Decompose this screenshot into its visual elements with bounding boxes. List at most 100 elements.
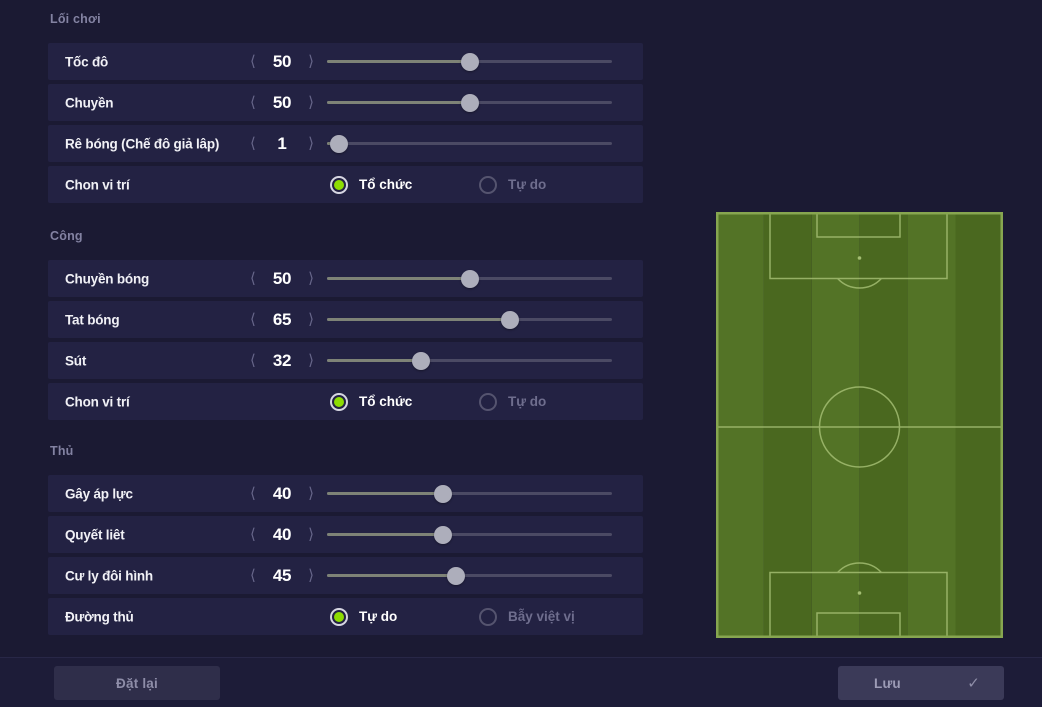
value-stepper: ⟨ 45 ⟩ [248, 557, 316, 594]
chevron-right-icon[interactable]: ⟩ [308, 566, 314, 584]
reset-button[interactable]: Đặt lại [54, 666, 220, 700]
chevron-left-icon[interactable]: ⟨ [250, 484, 256, 502]
chevron-left-icon[interactable]: ⟨ [250, 93, 256, 111]
slider-track[interactable] [327, 533, 612, 536]
chevron-right-icon[interactable]: ⟩ [308, 269, 314, 287]
slider[interactable] [327, 52, 612, 71]
chevron-left-icon[interactable]: ⟨ [250, 134, 256, 152]
slider-fill [327, 492, 443, 495]
chevron-right-icon[interactable]: ⟩ [308, 484, 314, 502]
slider[interactable] [327, 351, 612, 370]
slider-knob[interactable] [447, 566, 466, 585]
radio-option-cover[interactable]: Tự do [330, 598, 397, 635]
setting-value: 32 [272, 350, 292, 370]
footer-bar: Đặt lại Lưu ✓ [0, 657, 1042, 707]
setting-row-pressure: Gây áp lực ⟨ 40 ⟩ [48, 475, 643, 512]
tactics-settings-panel: Lối chơi Tốc đô ⟨ 50 ⟩ Chuyền ⟨ 50 ⟩ Rê … [48, 0, 643, 639]
radio-icon[interactable] [330, 607, 348, 626]
slider-knob[interactable] [412, 351, 431, 370]
slider-knob[interactable] [433, 525, 452, 544]
radio-icon[interactable] [479, 607, 497, 626]
setting-label: Cư ly đôi hình [65, 568, 153, 583]
setting-row-buildup: Chuyền bóng ⟨ 50 ⟩ [48, 260, 643, 297]
slider-knob[interactable] [500, 310, 519, 329]
setting-label: Đường thủ [65, 609, 134, 624]
radio-icon[interactable] [479, 392, 497, 411]
section-title-attack: Công [50, 229, 83, 243]
check-icon: ✓ [967, 674, 980, 692]
chevron-right-icon[interactable]: ⟩ [308, 93, 314, 111]
slider-fill [327, 60, 470, 63]
pitch-icon [716, 212, 1003, 638]
chevron-right-icon[interactable]: ⟩ [308, 351, 314, 369]
slider[interactable] [327, 484, 612, 503]
value-stepper: ⟨ 40 ⟩ [248, 475, 316, 512]
slider[interactable] [327, 566, 612, 585]
slider-knob[interactable] [329, 134, 348, 153]
slider[interactable] [327, 525, 612, 544]
value-stepper: ⟨ 50 ⟩ [248, 260, 316, 297]
value-stepper: ⟨ 40 ⟩ [248, 516, 316, 553]
setting-row-team-width: Cư ly đôi hình ⟨ 45 ⟩ [48, 557, 643, 594]
setting-label: Tốc đô [65, 54, 109, 69]
slider-knob[interactable] [460, 93, 479, 112]
slider-fill [327, 277, 470, 280]
value-stepper: ⟨ 50 ⟩ [248, 84, 316, 121]
slider-track[interactable] [327, 359, 612, 362]
slider[interactable] [327, 269, 612, 288]
slider-track[interactable] [327, 492, 612, 495]
slider[interactable] [327, 310, 612, 329]
save-button[interactable]: Lưu ✓ [838, 666, 1004, 700]
chevron-left-icon[interactable]: ⟨ [250, 52, 256, 70]
save-button-label: Lưu [874, 675, 901, 691]
radio-option-organised[interactable]: Tổ chức [330, 383, 412, 420]
radio-option-label: Tự do [508, 177, 547, 192]
chevron-right-icon[interactable]: ⟩ [308, 134, 314, 152]
setting-value: 65 [272, 309, 292, 329]
chevron-left-icon[interactable]: ⟨ [250, 310, 256, 328]
chevron-left-icon[interactable]: ⟨ [250, 566, 256, 584]
setting-row-defensive-line: Đường thủ Tự do Bẫy việt vị [48, 598, 643, 635]
setting-row-positioning: Chon vi trí Tổ chức Tự do [48, 166, 643, 203]
radio-icon[interactable] [330, 392, 348, 411]
chevron-right-icon[interactable]: ⟩ [308, 52, 314, 70]
value-stepper: ⟨ 50 ⟩ [248, 43, 316, 80]
value-stepper: ⟨ 32 ⟩ [248, 342, 316, 379]
radio-icon[interactable] [479, 175, 497, 194]
slider-knob[interactable] [460, 52, 479, 71]
radio-option-free[interactable]: Tự do [479, 383, 546, 420]
setting-row-passing: Chuyền ⟨ 50 ⟩ [48, 84, 643, 121]
slider[interactable] [327, 93, 612, 112]
setting-label: Gây áp lực [65, 486, 133, 501]
slider-knob[interactable] [433, 484, 452, 503]
setting-value: 50 [272, 268, 292, 288]
setting-value: 50 [272, 51, 292, 71]
slider-track[interactable] [327, 574, 612, 577]
radio-option-free[interactable]: Tự do [479, 166, 546, 203]
setting-label: Tat bóng [65, 312, 120, 327]
chevron-left-icon[interactable]: ⟨ [250, 269, 256, 287]
slider-fill [327, 359, 422, 362]
setting-value: 50 [272, 92, 292, 112]
slider-knob[interactable] [460, 269, 479, 288]
radio-option-organised[interactable]: Tổ chức [330, 166, 412, 203]
chevron-left-icon[interactable]: ⟨ [250, 351, 256, 369]
slider-fill [327, 101, 470, 104]
radio-option-label: Tự do [359, 609, 398, 624]
slider[interactable] [327, 134, 612, 153]
chevron-left-icon[interactable]: ⟨ [250, 525, 256, 543]
radio-icon[interactable] [330, 175, 348, 194]
pitch-preview [716, 212, 1003, 638]
chevron-right-icon[interactable]: ⟩ [308, 310, 314, 328]
setting-row-speed: Tốc đô ⟨ 50 ⟩ [48, 43, 643, 80]
chevron-right-icon[interactable]: ⟩ [308, 525, 314, 543]
setting-row-positioning-attack: Chon vi trí Tổ chức Tự do [48, 383, 643, 420]
setting-label: Rê bóng (Chế đô giả lâp) [65, 136, 220, 151]
setting-label: Quyết liêt [65, 527, 125, 542]
radio-option-offside-trap[interactable]: Bẫy việt vị [479, 598, 575, 635]
slider-track[interactable] [327, 142, 612, 145]
slider-fill [327, 574, 457, 577]
radio-option-label: Tổ chức [359, 394, 413, 409]
setting-row-crossing: Tat bóng ⟨ 65 ⟩ [48, 301, 643, 338]
setting-label: Chuyền [65, 95, 114, 110]
